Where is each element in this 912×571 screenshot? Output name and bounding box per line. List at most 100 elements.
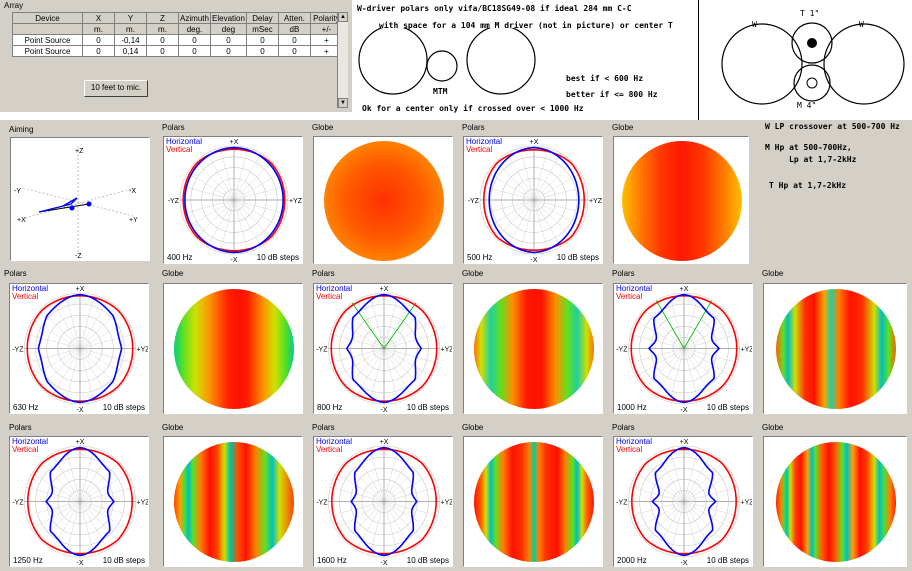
legend-horizontal: Horizontal	[166, 137, 203, 146]
table-cell[interactable]: Point Source	[12, 45, 83, 57]
horizontal-polar-curve	[488, 146, 580, 254]
column-header: Elevation	[210, 12, 247, 24]
woofer-circle	[721, 23, 803, 105]
grid-spoke	[330, 333, 385, 349]
legend-horizontal: Horizontal	[316, 437, 353, 446]
axis-label: +YZ	[741, 500, 754, 507]
horizontal-polar-curve	[647, 293, 721, 404]
table-cell[interactable]: 0	[210, 45, 247, 57]
scroll-up-icon[interactable]: ▲	[338, 12, 348, 22]
table-cell[interactable]: 0	[146, 34, 179, 46]
grid-spoke	[26, 348, 81, 364]
polars-title: Polars	[162, 123, 185, 132]
table-cell[interactable]: 0	[245, 34, 279, 46]
grid-spoke	[683, 320, 733, 349]
vertical-polar-curve	[330, 448, 438, 555]
globe-sphere	[324, 141, 444, 261]
axis-label: +YZ	[589, 198, 603, 205]
column-unit: m.	[146, 23, 179, 35]
table-cell[interactable]: 0	[178, 34, 211, 46]
grid-spoke	[52, 348, 81, 397]
table-scrollbar[interactable]: ▲ ▼	[337, 12, 348, 108]
driver-marker	[69, 205, 75, 211]
table-cell[interactable]: 0,14	[114, 45, 147, 57]
table-row[interactable]: Point Source 0 -0,14 0 0 0 0 0 +	[12, 34, 343, 46]
lobe-marker	[383, 302, 417, 349]
table-cell[interactable]: -0,14	[114, 34, 147, 46]
grid-spoke	[233, 199, 262, 247]
grid-spoke	[52, 501, 81, 550]
frequency-label: 1000 Hz	[617, 403, 647, 412]
table-cell[interactable]: Point Source	[12, 34, 83, 46]
globe-view	[613, 136, 749, 264]
mid-dome	[806, 77, 818, 89]
table-cell[interactable]: 0	[245, 45, 279, 57]
polar-grid	[328, 445, 440, 558]
scale-label: 10 dB steps	[706, 556, 749, 565]
grid-spoke	[383, 320, 433, 349]
grid-spoke	[335, 501, 385, 530]
grid-spoke	[233, 147, 249, 201]
grid-spoke	[506, 153, 535, 201]
globe-view	[463, 283, 603, 414]
grid-spoke	[195, 161, 235, 201]
grid-spoke	[669, 447, 685, 502]
grid-spoke	[79, 348, 95, 403]
grid-spoke	[233, 199, 281, 228]
axis-label: -YZ	[316, 347, 328, 354]
table-row[interactable]: Point Source 0 0,14 0 0 0 0 0 +	[12, 45, 343, 57]
grid-spoke	[79, 447, 95, 502]
woofer-circle	[466, 28, 536, 95]
axis-label: +YZ	[741, 347, 754, 354]
table-cell[interactable]: 0	[210, 34, 247, 46]
table-cell[interactable]: 0	[178, 45, 211, 57]
vertical-polar-curve	[26, 448, 134, 555]
grid-spoke	[65, 447, 81, 502]
polars-title: Polars	[4, 269, 27, 278]
scroll-down-icon[interactable]: ▼	[338, 98, 348, 108]
polar-plot: +X -X -YZ +YZ Horizontal Vertical 2000 Hz 10…	[613, 436, 753, 567]
column-header: Device	[12, 12, 83, 24]
grid-spoke	[233, 199, 287, 215]
horizontal-polar-curve	[345, 293, 423, 404]
table-cell[interactable]: 0	[277, 45, 311, 57]
legend: Horizontal Vertical	[12, 438, 48, 454]
grid-spoke	[635, 348, 685, 377]
polar-grid	[479, 145, 589, 255]
axis-label: -YZ	[316, 500, 328, 507]
distance-button[interactable]: 10 feet to mic.	[84, 80, 148, 97]
scale-label: 10 dB steps	[102, 556, 145, 565]
legend-horizontal: Horizontal	[616, 437, 653, 446]
grid-spoke	[79, 320, 129, 349]
grid-spoke	[369, 348, 385, 403]
globe-view	[163, 283, 303, 414]
legend-horizontal: Horizontal	[616, 284, 653, 293]
grid-spoke	[206, 199, 235, 247]
grid-spoke	[383, 348, 412, 397]
grid-spoke	[79, 453, 108, 502]
globe-title: Globe	[462, 423, 484, 432]
legend: Horizontal Vertical	[316, 438, 352, 454]
table-cell[interactable]: 0	[277, 34, 311, 46]
frequency-label: 400 Hz	[167, 253, 193, 262]
frequency-label: 2000 Hz	[617, 556, 647, 565]
grid-spoke	[344, 309, 385, 349]
grid-spoke	[344, 348, 385, 388]
polars-title: Polars	[312, 269, 335, 278]
grid-spoke	[383, 300, 412, 349]
grid-spoke	[683, 462, 724, 502]
grid-spoke	[40, 501, 81, 541]
polars-title: Polars	[312, 423, 335, 432]
aiming-title: Aiming	[9, 125, 34, 134]
polar-grid	[628, 292, 740, 405]
grid-spoke	[79, 348, 129, 377]
table-cell[interactable]: 0	[82, 34, 115, 46]
grid-spoke	[630, 486, 685, 502]
table-cell[interactable]: 0	[146, 45, 179, 57]
grid-spoke	[26, 333, 81, 349]
grid-spoke	[683, 501, 699, 556]
grid-spoke	[669, 348, 685, 403]
grid-spoke	[52, 453, 81, 502]
legend-vertical: Vertical	[616, 292, 643, 301]
table-cell[interactable]: 0	[82, 45, 115, 57]
